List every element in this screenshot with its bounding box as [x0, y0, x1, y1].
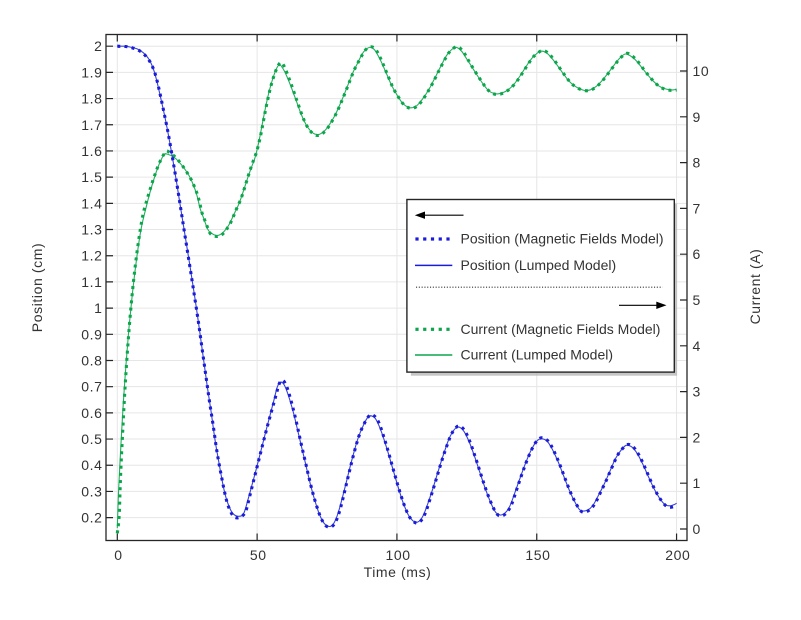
- svg-text:100: 100: [386, 547, 411, 563]
- svg-text:9: 9: [693, 109, 701, 125]
- svg-text:6: 6: [693, 246, 701, 262]
- svg-text:Position (Lumped Model): Position (Lumped Model): [461, 257, 617, 273]
- svg-text:1.2: 1.2: [81, 248, 102, 264]
- svg-text:5: 5: [693, 292, 701, 308]
- svg-text:3: 3: [693, 384, 701, 400]
- svg-text:10: 10: [693, 63, 710, 79]
- svg-text:7: 7: [693, 200, 701, 216]
- svg-text:0.5: 0.5: [81, 431, 102, 447]
- svg-text:1: 1: [693, 475, 701, 491]
- svg-text:0.2: 0.2: [81, 510, 102, 526]
- svg-text:0.4: 0.4: [81, 457, 102, 473]
- svg-text:0: 0: [693, 521, 701, 537]
- svg-text:0.6: 0.6: [81, 405, 102, 421]
- svg-text:0.7: 0.7: [81, 379, 102, 395]
- svg-text:4: 4: [693, 338, 701, 354]
- svg-text:0: 0: [114, 547, 122, 563]
- svg-text:1.7: 1.7: [81, 117, 102, 133]
- svg-text:Position (cm): Position (cm): [29, 243, 45, 332]
- svg-text:1.5: 1.5: [81, 169, 102, 185]
- svg-text:Current (A): Current (A): [747, 249, 763, 325]
- svg-text:2: 2: [94, 38, 102, 54]
- svg-text:1: 1: [94, 300, 102, 316]
- svg-text:Current (Lumped Model): Current (Lumped Model): [461, 347, 614, 363]
- svg-text:50: 50: [250, 547, 267, 563]
- svg-text:Time (ms): Time (ms): [364, 564, 432, 580]
- svg-text:1.3: 1.3: [81, 222, 102, 238]
- svg-text:2: 2: [693, 429, 701, 445]
- svg-text:150: 150: [525, 547, 550, 563]
- svg-text:1.9: 1.9: [81, 64, 102, 80]
- svg-text:0.3: 0.3: [81, 483, 102, 499]
- svg-text:1.4: 1.4: [81, 195, 102, 211]
- svg-text:200: 200: [665, 547, 690, 563]
- svg-text:0.8: 0.8: [81, 353, 102, 369]
- svg-text:8: 8: [693, 155, 701, 171]
- svg-text:Current (Magnetic Fields Model: Current (Magnetic Fields Model): [461, 321, 661, 337]
- svg-text:Position (Magnetic Fields Mode: Position (Magnetic Fields Model): [461, 231, 664, 247]
- svg-text:1.1: 1.1: [81, 274, 102, 290]
- svg-text:1.8: 1.8: [81, 91, 102, 107]
- svg-text:0.9: 0.9: [81, 326, 102, 342]
- svg-text:1.6: 1.6: [81, 143, 102, 159]
